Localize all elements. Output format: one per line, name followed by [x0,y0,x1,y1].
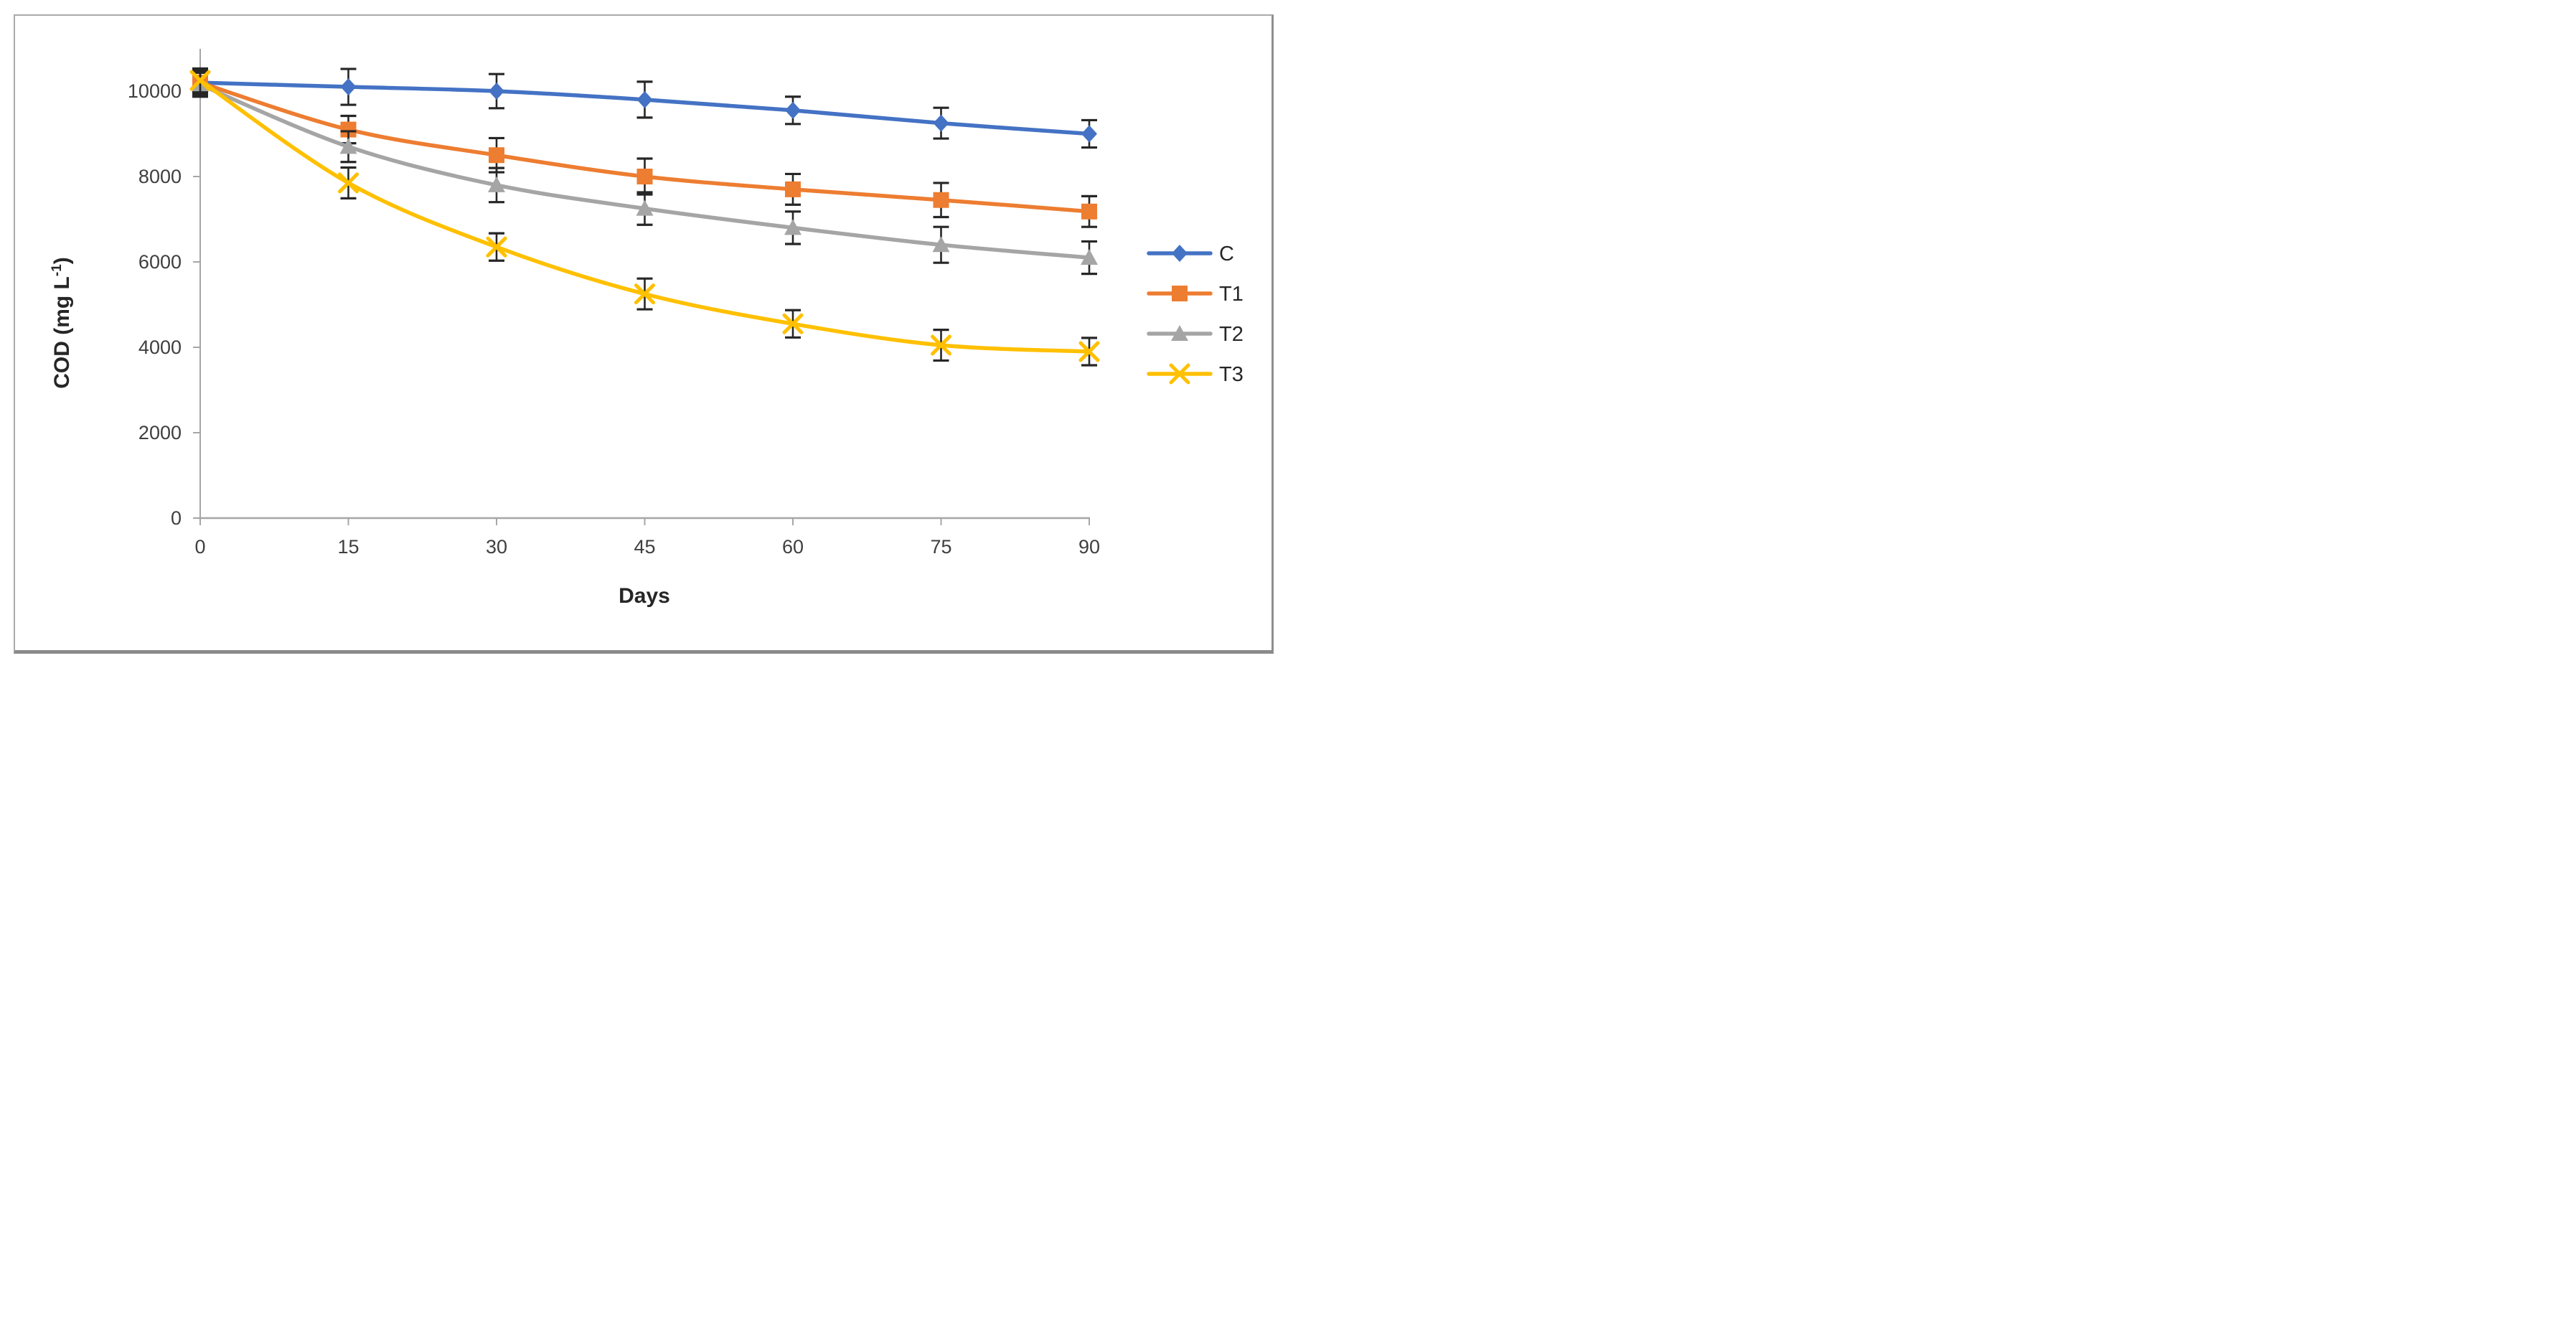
legend-label-T1: T1 [1219,283,1244,306]
x-tick-label: 60 [782,536,804,558]
legend-item-T3: T3 [1147,363,1244,386]
x-tick-label: 30 [486,536,507,558]
C-marker-day30 [489,83,504,100]
y-tick-label: 8000 [138,166,182,187]
x-tick-label: 0 [194,536,205,558]
T1-marker-day30 [489,147,504,164]
x-tick-label: 15 [337,536,359,558]
series-C [192,67,1097,149]
T3-marker-day60 [782,313,804,334]
legend-item-T1: T1 [1147,283,1244,306]
T3-marker-day75 [931,334,951,356]
T2-marker-day90 [1081,249,1098,266]
y-tick-label: 10000 [128,80,182,102]
T2-marker-day45 [636,199,654,216]
T3-marker-day0 [189,70,211,91]
T3-marker-day15 [338,172,359,194]
legend-marker-T2 [1171,325,1188,341]
legend-label-T2: T2 [1219,323,1244,346]
C-marker-day90 [1081,125,1097,143]
T1-marker-day75 [933,192,949,208]
T2-marker-day15 [339,138,357,154]
T2-marker-day60 [784,219,802,235]
legend-marker-T3 [1169,363,1190,385]
T3-marker-day45 [634,283,655,305]
y-tick-label: 0 [171,507,182,529]
T3-marker-day30 [486,236,507,258]
legend-marker-T1 [1172,286,1188,301]
T1-marker-day90 [1081,203,1097,220]
legend-marker-C [1172,245,1188,262]
y-tick-label: 6000 [138,251,182,273]
T1-marker-day60 [785,181,801,197]
T1-marker-day15 [340,121,357,138]
legend-item-T2: T2 [1147,323,1244,346]
legend-label-T3: T3 [1219,363,1244,386]
C-marker-day75 [933,114,949,132]
C-marker-day15 [340,78,357,96]
x-tick-label: 90 [1078,536,1100,558]
C-marker-day60 [785,101,801,119]
T3-marker-day90 [1078,341,1100,362]
series-T3 [189,67,1100,367]
legend-label-C: C [1219,243,1234,266]
x-tick-label: 75 [930,536,951,558]
x-axis-title: Days [619,584,670,608]
chart-figure: 0 2000 4000 6000 8000 10000 0 15 30 45 60 75 90 Days C… [14,14,1274,654]
T1-marker-day45 [636,169,653,184]
x-tick-label: 45 [634,536,655,558]
T2-marker-day30 [488,176,505,192]
T2-marker-day75 [932,236,950,253]
cod-line-chart-svg: 0 2000 4000 6000 8000 10000 0 15 30 45 60 75 90 Days C… [50,49,1244,608]
C-marker-day45 [636,90,653,108]
y-tick-label: 2000 [138,422,182,443]
y-tick-label: 4000 [138,337,182,358]
legend-item-C: C [1147,243,1234,266]
y-axis-title: COD (mg L-1) [50,257,74,389]
